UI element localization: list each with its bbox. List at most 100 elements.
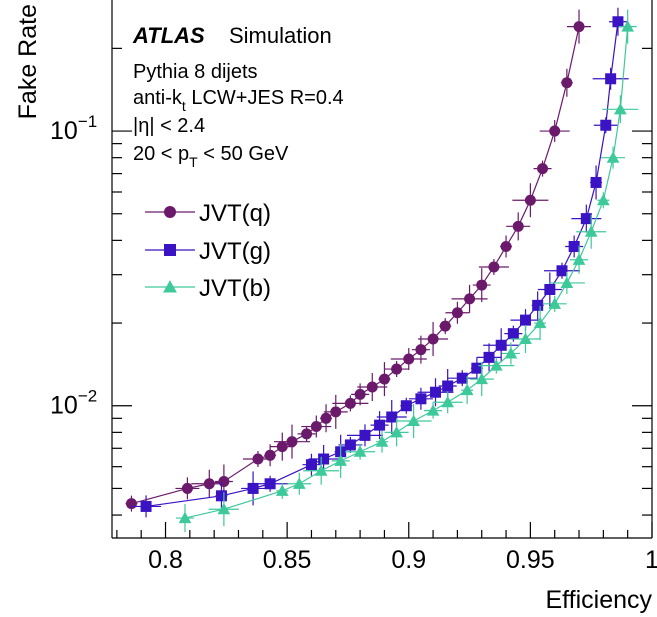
- data-point: [218, 503, 231, 514]
- data-point: [367, 382, 378, 393]
- y-axis-title: Fake Rate: [14, 4, 42, 119]
- data-point: [612, 16, 623, 27]
- data-point: [311, 421, 322, 432]
- x-tick-label: 0.9: [391, 546, 426, 574]
- data-point: [600, 120, 611, 131]
- data-point: [306, 459, 317, 470]
- data-point: [607, 151, 620, 162]
- data-point: [252, 453, 263, 464]
- data-point: [277, 441, 288, 452]
- data-point: [452, 307, 463, 318]
- data-point: [520, 315, 531, 326]
- data-point: [440, 321, 451, 332]
- data-point: [415, 393, 426, 404]
- x-tick-label: 0.8: [148, 546, 183, 574]
- data-point: [537, 163, 548, 174]
- data-point: [532, 300, 543, 311]
- data-point: [301, 428, 312, 439]
- data-point: [534, 317, 547, 328]
- data-point: [248, 483, 259, 494]
- legend-entry: JVT(g): [145, 238, 271, 265]
- data-point: [457, 373, 468, 384]
- data-point: [496, 340, 507, 351]
- data-point: [345, 398, 356, 409]
- data-point: [471, 363, 482, 374]
- data-point: [376, 435, 389, 446]
- data-point: [318, 453, 329, 464]
- data-point: [386, 411, 397, 422]
- data-point: [442, 380, 453, 391]
- x-tick-label: 1: [645, 546, 657, 574]
- data-point: [569, 241, 580, 252]
- data-point: [379, 374, 390, 385]
- legend: JVT(q) JVT(g) JVT(b): [145, 200, 271, 302]
- data-point: [544, 284, 555, 295]
- data-point: [428, 333, 439, 344]
- annotation-algorithm: anti-kt LCW+JES R=0.4: [133, 87, 344, 114]
- experiment-sublabel: Simulation: [229, 23, 332, 48]
- data-point: [126, 498, 137, 509]
- legend-marker: [164, 244, 176, 256]
- y-tick-label: 10−1: [50, 112, 97, 145]
- data-point: [591, 177, 602, 188]
- data-point: [321, 413, 332, 424]
- annotation-generator: Pythia 8 dijets: [133, 61, 258, 83]
- data-point: [574, 21, 585, 32]
- data-point: [355, 389, 366, 400]
- annotation-eta-cut: |η| < 2.4: [133, 115, 205, 137]
- data-point: [513, 221, 524, 232]
- data-point: [216, 490, 227, 501]
- legend-label: JVT(g): [199, 238, 271, 265]
- data-point: [265, 450, 276, 461]
- data-point: [403, 353, 414, 364]
- data-point: [391, 364, 402, 375]
- data-point: [204, 478, 215, 489]
- data-point: [330, 406, 341, 417]
- x-tick-label: 0.95: [506, 546, 555, 574]
- legend-label: JVT(b): [199, 275, 271, 302]
- data-point: [525, 195, 536, 206]
- experiment-label: ATLAS: [132, 23, 205, 48]
- data-point: [401, 400, 412, 411]
- data-point: [441, 396, 454, 407]
- data-point: [561, 77, 572, 88]
- legend-marker: [163, 280, 177, 292]
- data-point: [508, 328, 519, 339]
- data-point: [276, 485, 289, 496]
- legend-entry: JVT(q): [145, 200, 271, 227]
- data-point: [581, 213, 592, 224]
- data-point: [374, 420, 385, 431]
- data-point: [488, 261, 499, 272]
- data-point: [265, 478, 276, 489]
- data-point: [501, 241, 512, 252]
- data-point: [287, 436, 298, 447]
- legend-label: JVT(q): [199, 200, 271, 227]
- data-point: [407, 415, 420, 426]
- annotation-block: ATLAS Simulation Pythia 8 dijets anti-kt…: [132, 23, 344, 170]
- data-point: [549, 126, 560, 137]
- data-point: [430, 387, 441, 398]
- data-point: [345, 439, 356, 450]
- data-point: [359, 430, 370, 441]
- data-point: [218, 476, 229, 487]
- data-point: [141, 501, 152, 512]
- legend-entry: JVT(b): [145, 275, 271, 302]
- data-point: [476, 280, 487, 291]
- data-point: [464, 293, 475, 304]
- legend-marker: [164, 206, 176, 218]
- data-point: [293, 477, 306, 488]
- data-point: [427, 404, 440, 415]
- x-axis-title: Efficiency: [545, 586, 652, 614]
- data-point: [484, 352, 495, 363]
- y-tick-label: 10−2: [50, 387, 97, 420]
- series-circle: [125, 10, 591, 512]
- data-point: [415, 344, 426, 355]
- data-point: [182, 483, 193, 494]
- data-point: [614, 103, 627, 114]
- annotation-pt-range: 20 < pT < 50 GeV: [133, 143, 289, 170]
- data-point: [605, 73, 616, 84]
- data-point: [597, 194, 610, 205]
- x-tick-label: 0.85: [263, 546, 312, 574]
- data-point: [557, 265, 568, 276]
